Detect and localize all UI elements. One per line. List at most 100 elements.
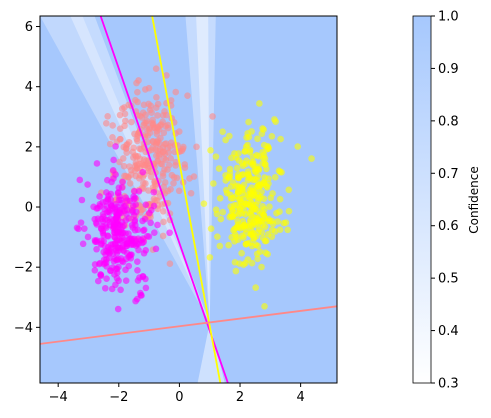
scatter-point: [246, 209, 253, 217]
scatter-point: [113, 203, 121, 211]
scatter-point: [186, 175, 193, 182]
scatter-point: [240, 181, 248, 189]
scatter-point: [215, 165, 223, 172]
y-tick-label: −2: [14, 261, 33, 276]
boundary-line: [99, 16, 229, 383]
scatter-point: [133, 135, 141, 143]
scatter-point: [84, 181, 91, 188]
scatter-point: [116, 111, 124, 119]
scatter-point: [79, 240, 87, 248]
scatter-point: [84, 233, 92, 241]
scatter-point: [170, 179, 177, 187]
scatter-point: [207, 225, 215, 232]
scatter-point: [285, 207, 293, 215]
scatter-point: [173, 174, 181, 182]
scatter-point: [214, 233, 221, 240]
scatter-point: [96, 193, 103, 200]
scatter-point: [260, 206, 268, 213]
scatter-point: [165, 161, 173, 169]
scatter-point: [271, 173, 279, 181]
scatter-point: [216, 194, 224, 202]
x-tick-label: 2: [236, 390, 244, 405]
scatter-point: [256, 100, 263, 107]
scatter-point: [175, 187, 183, 195]
scatter-point: [110, 156, 117, 164]
scatter-point: [76, 176, 84, 184]
scatter-point: [145, 233, 153, 240]
scatter-point: [178, 147, 186, 155]
scatter-point: [308, 155, 315, 162]
scatter-point: [236, 205, 244, 213]
scatter-point: [259, 154, 267, 162]
scatter-point: [123, 141, 130, 149]
scatter-point: [148, 206, 155, 214]
scatter-point: [118, 184, 126, 191]
scatter-point: [154, 112, 161, 119]
scatter-point: [269, 220, 277, 228]
confidence-wedge: [185, 16, 216, 323]
scatter-point: [145, 187, 152, 194]
scatter-point: [92, 238, 99, 245]
scatter-point: [184, 92, 191, 99]
scatter-point: [141, 86, 149, 93]
scatter-point: [132, 96, 139, 104]
scatter-point: [193, 143, 200, 151]
scatter-point: [163, 72, 170, 79]
scatter-point: [172, 88, 180, 96]
scatter-point: [131, 226, 139, 234]
scatter-point: [167, 155, 174, 162]
colorbar-tick-label: 0.9: [438, 62, 459, 77]
scatter-point: [153, 130, 161, 138]
x-tick-label: −2: [109, 390, 128, 405]
scatter-point: [116, 135, 124, 143]
y-tick-label: 6: [25, 20, 33, 35]
scatter-point: [104, 112, 111, 120]
colorbar-tick-label: 0.5: [438, 272, 459, 287]
scatter-point: [129, 148, 137, 156]
scatter-point: [261, 303, 268, 310]
scatter-point: [130, 202, 137, 210]
scatter-point: [134, 267, 141, 274]
scatter-point: [232, 267, 240, 275]
scatter-point: [135, 187, 143, 195]
scatter-point: [254, 135, 261, 143]
x-tick-label: 0: [175, 390, 183, 405]
confidence-wedge: [70, 16, 210, 323]
scatter-point: [133, 79, 140, 87]
scatter-point: [259, 125, 266, 132]
scatter-point: [133, 161, 141, 169]
scatter-point: [255, 194, 263, 202]
scatter-point: [146, 124, 153, 132]
scatter-point: [263, 146, 270, 153]
scatter-point: [126, 163, 133, 170]
scatter-point: [115, 189, 122, 196]
scatter-point: [248, 259, 256, 267]
scatter-point: [181, 164, 189, 171]
scatter-point: [172, 162, 179, 169]
scatter-point: [239, 171, 247, 178]
boundary-line: [40, 305, 337, 345]
scatter-point: [233, 192, 240, 200]
scatter-point: [248, 128, 255, 135]
scatter-point: [168, 171, 176, 179]
scatter-point: [154, 123, 162, 131]
scatter-point: [153, 93, 160, 101]
scatter-point: [242, 259, 249, 267]
colorbar-tick-label: 0.8: [438, 114, 459, 129]
scatter-point: [131, 218, 138, 225]
scatter-point: [93, 205, 100, 212]
scatter-point: [119, 178, 126, 186]
scatter-point: [117, 230, 125, 238]
scatter-point: [121, 104, 128, 111]
scatter-point: [146, 106, 154, 114]
scatter-point: [258, 263, 265, 271]
scatter-point: [164, 144, 172, 152]
scatter-point: [96, 259, 104, 267]
scatter-point: [140, 121, 147, 129]
colorbar: 0.3 0.4 0.5 0.6 0.7 0.8 0.9 1.0 Confidence: [412, 10, 481, 392]
scatter-point: [254, 182, 261, 190]
scatter-point: [101, 205, 108, 213]
scatter-point: [102, 284, 109, 292]
scatter-point: [94, 277, 102, 285]
